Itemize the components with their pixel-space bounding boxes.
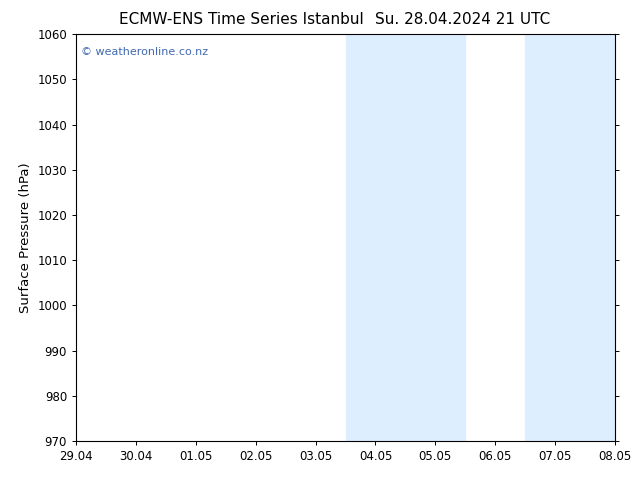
Y-axis label: Surface Pressure (hPa): Surface Pressure (hPa) — [19, 162, 32, 313]
Bar — [525, 34, 634, 441]
Text: ECMW-ENS Time Series Istanbul: ECMW-ENS Time Series Istanbul — [119, 12, 363, 27]
Text: Su. 28.04.2024 21 UTC: Su. 28.04.2024 21 UTC — [375, 12, 550, 27]
Bar — [346, 34, 465, 441]
Text: © weatheronline.co.nz: © weatheronline.co.nz — [81, 47, 209, 56]
